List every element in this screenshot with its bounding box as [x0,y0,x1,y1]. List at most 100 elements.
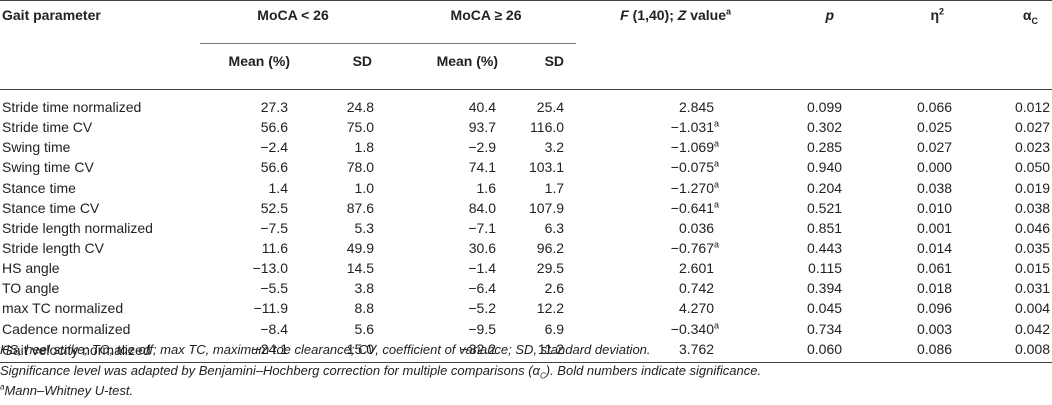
cell-statistic: 2.601 [678,260,715,277]
cell-eta: 0.086 [854,338,971,363]
cell-statistic: −1.069a [670,138,720,156]
cell-parameter: Stride time normalized [2,99,142,116]
cell-statistic: 3.762 [576,338,738,363]
cell-alpha: 0.031 [1014,280,1051,297]
cell-mean-high: 30.6 [468,240,497,257]
cell-sd-low: 5.6 [354,320,375,337]
cell-mean-low: 56.6 [260,119,288,136]
table-notes: HS, heel strike; TO, toe off; max TC, ma… [0,340,761,402]
cell-alpha: 0.042 [1014,320,1051,337]
cell-statistic: 4.270 [678,300,715,317]
note-abbreviations: HS, heel strike; TO, toe off; max TC, ma… [0,342,651,357]
cell-alpha: 0.019 [1014,179,1051,196]
cell-eta: 0.010 [916,199,953,216]
cell-sd-low: 1.0 [354,179,375,196]
note-significance: Significance level was adapted by Benjam… [0,362,762,381]
results-table: Gait parameter MoCA < 26 MoCA ≥ 26 F (1,… [0,0,1052,363]
cell-sd-high: 107.9 [528,199,565,216]
cell-eta: 0.038 [916,179,953,196]
cell-sd-low: 87.6 [346,199,375,216]
cell-sd-high: 12.2 [536,300,565,317]
cell-sd-high: 25.4 [536,99,565,116]
cell-sd-low: 49.9 [346,240,375,257]
col-header-statistic: F (1,40); Z valuea [576,0,738,44]
cell-p: 0.285 [806,139,843,156]
cell-sd-high: 11.2 [498,338,577,363]
table-row: max TC normalized −11.9 8.8 −5.2 12.2 4.270 0.… [0,298,1052,318]
cell-sd-high: 29.5 [536,260,565,277]
cell-alpha: 0.008 [970,338,1052,363]
cell-eta: 0.001 [916,219,953,236]
cell-alpha: 0.023 [1014,139,1051,156]
table-row: Stride time CV 56.6 75.0 93.7 116.0 −1.031a 0.… [0,117,1052,137]
cell-statistic: −0.641a [670,199,720,216]
table-row: Swing time −2.4 1.8 −2.9 3.2 −1.069a 0.285 0.02… [0,137,1052,157]
cell-p: 0.115 [808,260,843,277]
cell-parameter: Cadence normalized [2,320,131,337]
cell-parameter: Swing time [2,139,71,156]
cell-parameter: Gait velocity normalized [0,338,200,363]
cell-mean-low: −24.1 [200,338,290,363]
cell-alpha: 0.050 [1014,159,1051,176]
cell-statistic: −0.075a [670,158,720,176]
cell-alpha: 0.012 [1014,99,1051,116]
cell-eta: 0.025 [916,119,953,136]
table-row: Stride length CV 11.6 49.9 30.6 96.2 −0.767a 0… [0,238,1052,258]
cell-parameter: HS angle [2,260,60,277]
cell-mean-high: 84.0 [468,199,497,216]
cell-mean-low: 52.5 [260,199,288,216]
cell-parameter: max TC normalized [2,300,124,317]
cell-mean-high: 40.4 [468,99,497,116]
cell-mean-low: −7.5 [260,219,288,236]
cell-mean-low: −5.5 [260,280,288,297]
cell-p: 0.099 [806,99,843,116]
cell-alpha: 0.015 [1014,260,1051,277]
cell-mean-high: −32.2 [376,338,499,363]
cell-statistic: −1.270a [670,178,720,196]
cell-eta: 0.066 [916,99,953,116]
cell-sd-high: 2.6 [544,280,565,297]
cell-alpha: 0.027 [1014,119,1051,136]
cell-parameter: Stride time CV [2,119,93,136]
cell-eta: 0.061 [916,260,953,277]
cell-eta: 0.003 [916,320,953,337]
col-header-p: p [737,0,855,44]
cell-eta: 0.000 [916,159,953,176]
cell-mean-low: 27.3 [260,99,288,116]
table-row: Gait velocity normalized −24.1 15.0 −32.2 11… [0,338,1052,363]
col-header-alpha: αC [970,0,1052,44]
cell-p: 0.060 [737,338,855,363]
cell-alpha: 0.035 [1014,240,1051,257]
table-row: Swing time CV 56.6 78.0 74.1 103.1 −0.075a 0.9… [0,157,1052,177]
cell-eta: 0.014 [916,240,953,257]
cell-sd-high: 116.0 [530,119,565,136]
cell-mean-high: 74.1 [468,159,497,176]
cell-statistic: 0.742 [678,280,715,297]
cell-parameter: Stride length CV [2,240,104,257]
table-row: TO angle −5.5 3.8 −6.4 2.6 0.742 0.394 0.018 0.0… [0,278,1052,298]
cell-mean-low: −13.0 [252,260,288,277]
cell-statistic: −0.767a [670,239,720,257]
cell-sd-high: 103.1 [528,159,565,176]
cell-statistic: −1.031a [670,118,720,136]
cell-mean-high: −7.1 [468,219,497,236]
cell-p: 0.940 [806,159,843,176]
table-row: Stance time 1.4 1.0 1.6 1.7 −1.270a 0.204 0.038… [0,178,1052,198]
col-header-sd-low: SD [290,43,377,90]
cell-p: 0.394 [806,280,843,297]
cell-p: 0.851 [806,219,843,236]
cell-sd-low: 78.0 [346,159,375,176]
col-header-mean-high: Mean (%) [376,43,499,90]
cell-alpha: 0.004 [1014,300,1051,317]
cell-p: 0.045 [806,300,843,317]
cell-parameter: Swing time CV [2,159,94,176]
cell-alpha: 0.038 [1014,199,1051,216]
cell-statistic: 0.036 [678,219,715,236]
cell-sd-high: 3.2 [544,139,565,156]
col-header-eta: η2 [854,0,971,44]
cell-sd-high: 1.7 [544,179,565,196]
cell-alpha: 0.046 [1014,219,1051,236]
col-header-param: Gait parameter [0,0,200,44]
cell-mean-high: −5.2 [468,300,497,317]
